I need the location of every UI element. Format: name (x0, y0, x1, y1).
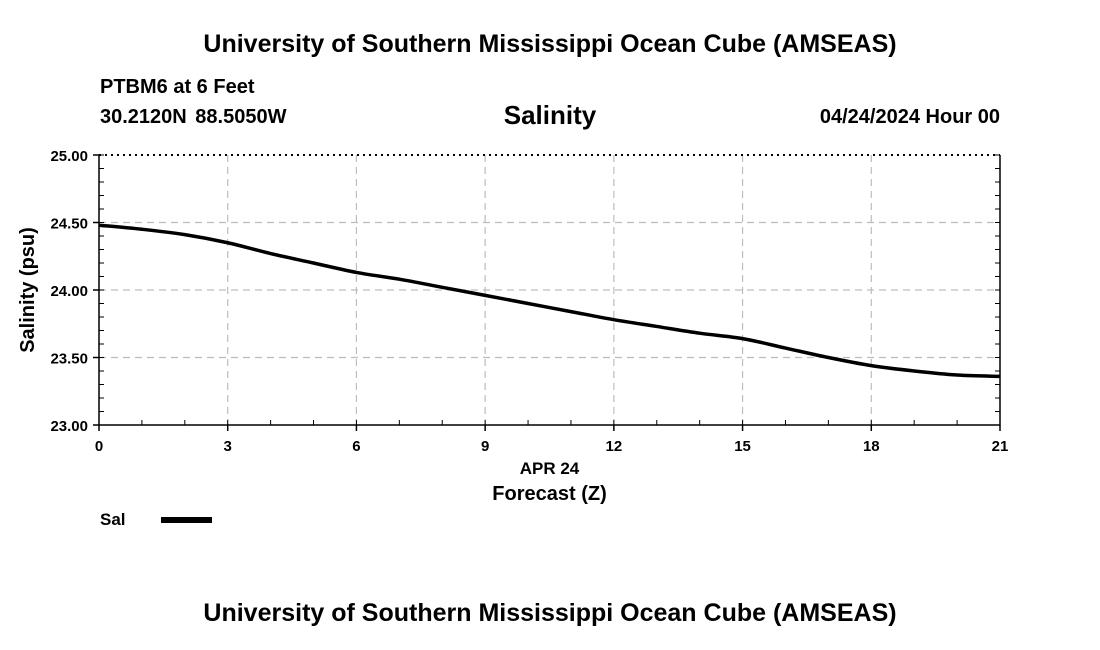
forecast-datetime: 04/24/2024 Hour 00 (819, 106, 1000, 128)
x-tick-label: 9 (481, 438, 489, 455)
axis-ticks: 23.00 23.50 24.00 24.50 25.00 0 3 6 9 12 15 18 21 (50, 148, 1008, 455)
x-tick-label: 18 (863, 438, 880, 455)
y-tick-label: 23.50 (50, 351, 88, 368)
station-label: PTBM6 at 6 Feet (100, 76, 255, 98)
legend-label: Sal (100, 510, 126, 529)
x-axis-title: Forecast (Z) (492, 483, 606, 505)
x-tick-label: 21 (992, 438, 1009, 455)
x-tick-label: 15 (734, 438, 751, 455)
y-axis-title: Salinity (psu) (17, 227, 39, 353)
y-tick-label: 24.50 (50, 216, 88, 233)
axis-labels: APR 24 Forecast (Z) Salinity (psu) (17, 227, 607, 505)
x-tick-label: 3 (224, 438, 232, 455)
y-tick-label: 25.00 (50, 148, 88, 165)
series-layer (98, 223, 1001, 379)
x-tick-label: 6 (352, 438, 360, 455)
x-axis-date-label: APR 24 (520, 459, 580, 478)
chart-title-top: University of Southern Mississippi Ocean… (203, 30, 897, 58)
station-coordinates: 30.2120N 88.5050W (100, 106, 287, 128)
x-tick-label: 12 (606, 438, 623, 455)
x-tick-label: 0 (95, 438, 103, 455)
series-line-salinity (98, 223, 1001, 379)
y-tick-label: 24.00 (50, 283, 88, 300)
y-tick-label: 23.00 (50, 418, 88, 435)
chart-title-bottom: University of Southern Mississippi Ocean… (203, 599, 897, 627)
legend-line-swatch (161, 517, 212, 523)
grid-lines (99, 155, 1000, 425)
variable-title: Salinity (503, 100, 597, 130)
